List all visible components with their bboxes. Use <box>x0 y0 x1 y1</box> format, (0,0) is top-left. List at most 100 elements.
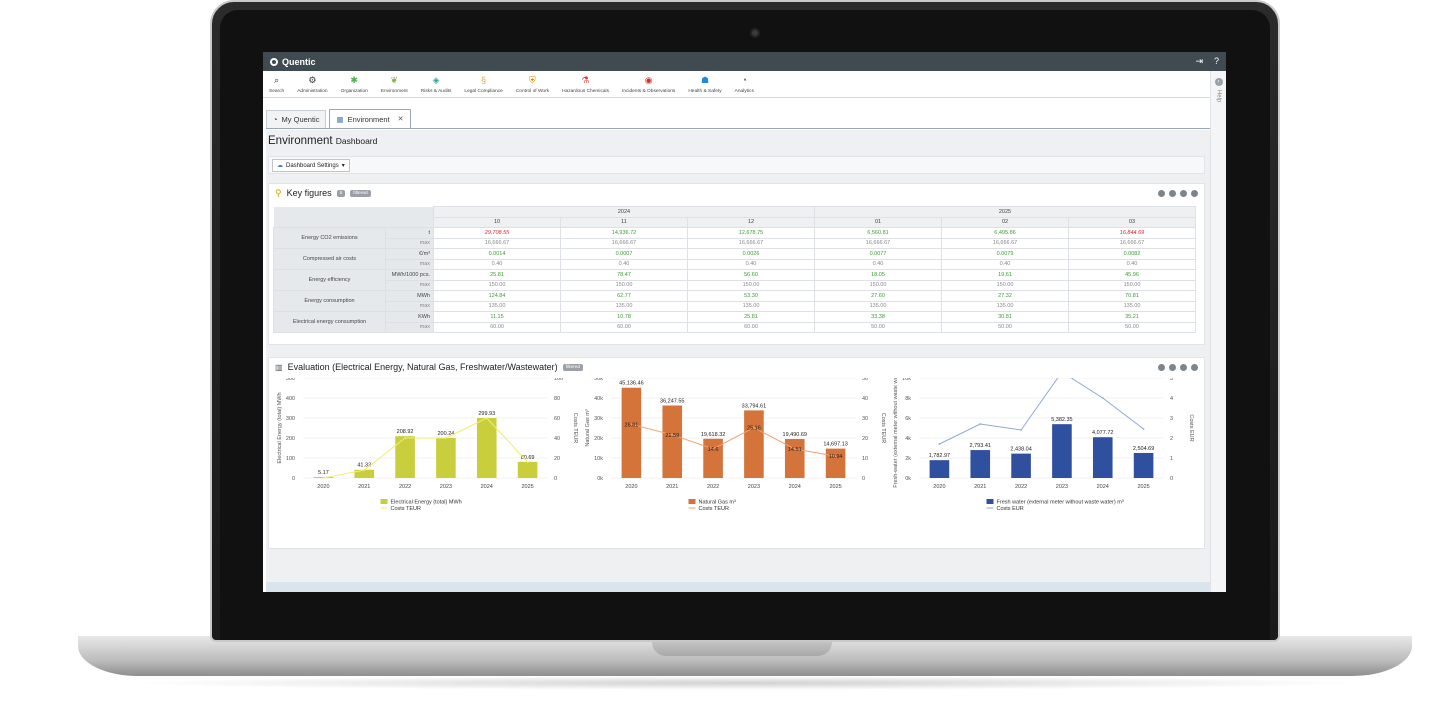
bar-data-label: 2,793.41 <box>970 443 991 449</box>
shield-icon: ⛨ <box>529 74 536 85</box>
metric-value: 62.77 <box>560 290 688 302</box>
metric-value: 16,844.69 <box>1068 227 1196 239</box>
table-row[interactable]: Electrical energy consumption KWh 11.15 10.… <box>273 311 1196 333</box>
metric-value: 18.05 <box>814 269 942 281</box>
module-paragraph[interactable]: § Legal Compliance <box>464 71 502 94</box>
table-row-max: max 60.00 60.00 60.00 50.00 50.00 50.00 <box>274 321 1196 333</box>
top-actions: ⇥ ? <box>1195 56 1219 67</box>
chart-bar <box>662 405 683 478</box>
logout-icon[interactable]: ⇥ <box>1195 56 1203 66</box>
table-row[interactable]: Compressed air costs €/m³ 0.0014 0.0007 0.00… <box>273 248 1196 270</box>
dashboard-toolbar: ☁ Dashboard Settings ▾ <box>268 156 1205 174</box>
tab-my-quentic[interactable]: ◔ My Quentic <box>266 110 327 128</box>
table-row-max: max 0.40 0.40 0.40 0.40 0.40 0.40 <box>274 258 1196 270</box>
refresh-icon[interactable] <box>1169 363 1176 371</box>
help-collapse-icon[interactable]: ‹ <box>1214 78 1223 86</box>
module-label: Analytics <box>734 89 754 94</box>
metric-unit: MWh <box>385 290 434 302</box>
page-title-text: Environment <box>268 135 333 147</box>
max-value: 135.00 <box>1068 300 1196 312</box>
chart-bar <box>784 439 805 478</box>
max-value: 16,666.67 <box>1068 237 1196 249</box>
module-label: Control of Work <box>515 89 550 94</box>
bar-data-label: 1,782.97 <box>929 453 950 459</box>
bar-data-label: 14,697.13 <box>823 442 847 448</box>
module-incident[interactable]: ◉ Incidents & Observations <box>622 71 675 94</box>
module-shield[interactable]: ⛨ Control of Work <box>516 71 549 94</box>
x-tick-label: 2025 <box>1137 484 1149 490</box>
table-row[interactable]: Energy consumption MWh 124.84 62.77 53.30 27.… <box>273 290 1196 312</box>
max-value: 150.00 <box>941 279 1069 291</box>
metric-name: Energy CO2 emissions <box>273 227 386 249</box>
max-label: max <box>385 300 434 312</box>
table-row[interactable]: Energy efficiency MWh/1000 pcs. 25.81 78.47… <box>273 269 1196 291</box>
tab-environment[interactable]: ▦ Environment ✕ <box>329 109 411 128</box>
metric-value: 19.61 <box>941 269 1069 281</box>
collapse-icon[interactable] <box>1158 363 1165 371</box>
max-value: 16,666.67 <box>814 237 942 249</box>
legend-label: Costs EUR <box>997 506 1024 512</box>
bar-data-label: 4,077.72 <box>1092 430 1113 436</box>
help-sidebar[interactable]: ‹ Help <box>1210 71 1226 592</box>
key-figures-header: ⚲ Key figures 5 filtered <box>269 184 1204 202</box>
module-organization[interactable]: ✱ Organization <box>341 71 368 94</box>
y-tick-label: 6k <box>905 416 911 422</box>
dashboard-settings-button[interactable]: ☁ Dashboard Settings ▾ <box>272 159 350 172</box>
analytics-icon: ◔ <box>741 74 747 85</box>
module-risks[interactable]: ◈ Risks & Audits <box>421 71 452 94</box>
y-tick-label: 200 <box>286 436 295 442</box>
close-icon[interactable] <box>1180 363 1187 371</box>
module-label: Environment <box>380 89 408 94</box>
evaluation-panel: ▥ Evaluation (Electrical Energy, Natural… <box>268 357 1205 549</box>
evaluation-charts: 0 0 100 20 200 40 300 60 400 80 500 100 Electrical E… <box>269 378 1206 548</box>
quentic-icon: ◔ <box>273 115 278 124</box>
collapse-icon[interactable] <box>1158 189 1165 197</box>
close-icon[interactable]: ✕ <box>397 116 404 123</box>
expand-icon[interactable] <box>1191 189 1198 197</box>
bar-data-label: 33,794.61 <box>742 403 766 409</box>
table-corner <box>273 217 434 228</box>
module-gear[interactable]: ⚙ Administration <box>297 71 327 94</box>
page-title: Environment Dashboard <box>268 135 377 147</box>
module-search[interactable]: ⌕ Search <box>269 71 284 94</box>
y2-tick-label: 2 <box>1170 436 1173 442</box>
chart-bar <box>1052 424 1072 478</box>
table-row[interactable]: Energy CO2 emissions t 29,708.55 14,936.72 1… <box>273 227 1196 249</box>
key-figures-table: 2024 2025 10 11 12 01 02 03 Energy CO2 emissions… <box>273 206 1196 333</box>
max-value: 16,666.67 <box>433 237 561 249</box>
metric-value: 124.84 <box>433 290 561 302</box>
refresh-icon[interactable] <box>1169 189 1176 197</box>
y2-tick-label: 0 <box>554 476 557 482</box>
metric-name: Compressed air costs <box>273 248 386 270</box>
x-tick-label: 2022 <box>1015 484 1027 490</box>
month-header: 10 <box>433 216 561 228</box>
bar-data-label: 208.92 <box>397 429 414 435</box>
bar-data-label: 200.24 <box>438 431 455 437</box>
table-corner <box>273 206 434 217</box>
module-health[interactable]: ☗ Health & Safety <box>688 71 721 94</box>
module-leaf[interactable]: ❦ Environment <box>381 71 408 94</box>
expand-icon[interactable] <box>1191 363 1198 371</box>
metric-value: 70.81 <box>1068 290 1196 302</box>
month-header-row: 10 11 12 01 02 03 <box>273 216 1196 228</box>
chart-bar <box>929 460 950 478</box>
bar-data-label: 36,247.55 <box>660 399 684 405</box>
brand[interactable]: Quentic <box>270 57 316 67</box>
top-bar: Quentic ⇥ ? <box>263 52 1226 71</box>
x-tick-label: 2022 <box>399 484 411 490</box>
close-icon[interactable] <box>1180 189 1187 197</box>
quentic-logo-icon <box>270 57 278 66</box>
chart-3: 0k 0 2k 1 4k 2 6k 3 8k 4 10k 5 Fresh-water (external… <box>893 378 1194 512</box>
max-value: 16,666.67 <box>560 237 688 249</box>
chart-bar <box>621 387 642 478</box>
max-label: max <box>385 258 434 270</box>
y-tick-label: 10k <box>902 378 911 382</box>
max-value: 60.00 <box>560 321 688 333</box>
module-analytics[interactable]: ◔ Analytics <box>735 71 754 94</box>
module-flask[interactable]: ⚗ Hazardous Chemicals <box>562 71 609 94</box>
y-tick-label: 10k <box>594 456 603 462</box>
help-icon[interactable]: ? <box>1213 56 1219 66</box>
max-value: 0.40 <box>560 258 688 270</box>
max-value: 150.00 <box>560 279 688 291</box>
max-value: 150.00 <box>814 279 942 291</box>
